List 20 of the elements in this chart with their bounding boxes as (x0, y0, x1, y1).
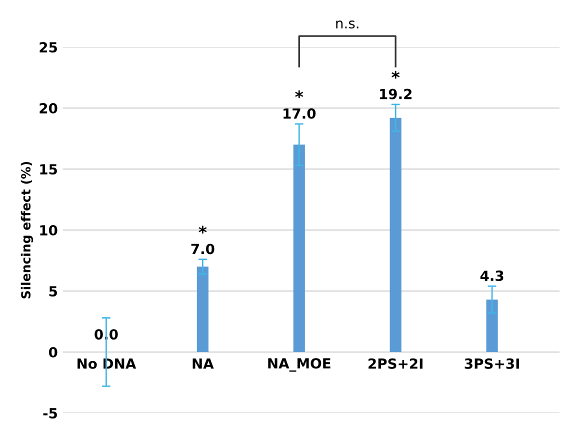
data-label: 19.2 (380, 88, 412, 100)
y-tick-label: -5 (43, 408, 57, 418)
y-tick-label: 5 (49, 286, 57, 297)
y-tick-label: 15 (40, 164, 57, 175)
x-tick-label: 3PS+3I (464, 358, 519, 369)
x-tick-label: NA (192, 358, 214, 369)
y-tick-label: 25 (40, 42, 57, 53)
x-tick-label: 2PS+2I (368, 358, 422, 369)
data-label: 17.0 (284, 108, 316, 119)
y-tick-label: 10 (40, 225, 58, 236)
text: n.s. (336, 20, 358, 29)
data-label: 7.0 (191, 244, 214, 254)
y-tick-label: 0 (48, 347, 58, 358)
x-tick-label: NA_MOE (268, 358, 330, 372)
annotation: * (198, 226, 207, 234)
y-tick-label: 20 (40, 103, 58, 114)
data-label: 4.3 (480, 270, 504, 282)
annotation: * (392, 70, 400, 79)
y-axis-title: Silencing effect (%) (20, 162, 34, 298)
annotation: * (295, 90, 304, 98)
